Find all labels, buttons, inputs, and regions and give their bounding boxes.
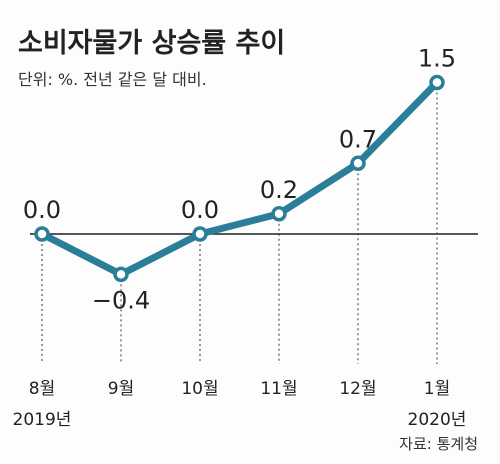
data-point — [271, 206, 287, 222]
data-point — [113, 266, 129, 283]
x-tick-label: 1월 — [424, 379, 450, 399]
data-point — [192, 226, 208, 242]
x-axis-labels: 8월 9월 10월 11월 12월 1월 — [29, 379, 450, 399]
data-point — [34, 226, 50, 242]
data-point — [350, 155, 366, 172]
x-tick-label: 12월 — [339, 379, 376, 399]
year-label: 2020년 — [408, 410, 467, 430]
x-tick-label: 10월 — [181, 379, 218, 399]
data-label: 0.2 — [260, 176, 298, 204]
data-label: −0.4 — [92, 286, 150, 314]
data-label: 0.0 — [23, 196, 61, 224]
data-markers — [34, 74, 445, 283]
data-label: 1.5 — [418, 45, 456, 73]
data-label: 0.0 — [181, 196, 219, 224]
year-labels: 2019년 2020년 — [13, 410, 467, 430]
x-tick-label: 8월 — [29, 379, 55, 399]
data-label: 0.7 — [339, 125, 377, 153]
value-labels: 0.0 −0.4 0.0 0.2 0.7 1.5 — [23, 45, 456, 315]
chart-title: 소비자물가 상승률 추이 — [18, 28, 285, 59]
guide-lines — [41, 82, 438, 364]
year-label: 2019년 — [13, 410, 72, 430]
series-line — [38, 79, 441, 278]
unit-note: 단위: %. 전년 같은 달 대비. — [18, 70, 207, 89]
x-tick-label: 11월 — [260, 379, 297, 399]
source-note: 자료: 통계청 — [399, 435, 478, 453]
x-tick-label: 9월 — [108, 379, 134, 399]
data-point — [429, 74, 445, 91]
